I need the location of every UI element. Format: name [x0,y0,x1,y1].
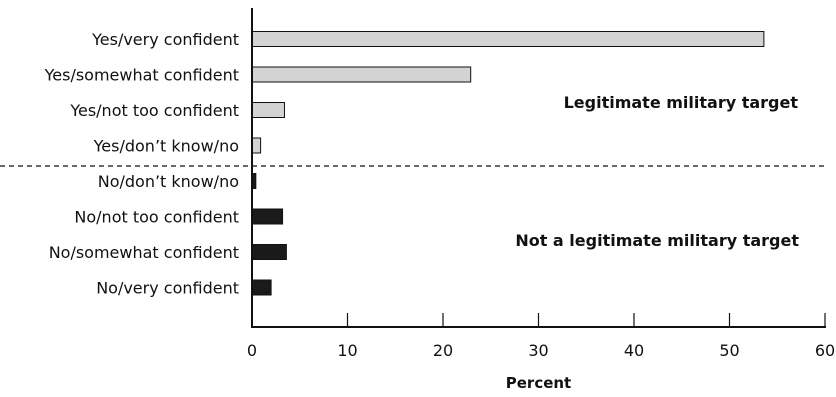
category-label-5: No/not too confident [74,208,239,227]
bar-5 [251,208,284,225]
category-label-4: No/don’t know/no [98,172,239,191]
category-labels: Yes/very confident Yes/somewhat confident… [44,30,239,298]
bar-7 [251,279,272,296]
category-label-0: Yes/very confident [91,30,239,49]
category-label-3: Yes/don’t know/no [93,137,239,156]
bar-6 [251,244,287,260]
category-label-1: Yes/somewhat confident [44,66,239,85]
bar-3 [251,137,262,154]
x-tick-label-4: 40 [624,341,644,360]
category-label-2: Yes/not too confident [69,101,239,120]
bar-0 [251,31,765,47]
x-axis-title: Percent [506,374,571,392]
x-tick-label-2: 20 [433,341,453,360]
x-tick-label-1: 10 [337,341,357,360]
x-tick-label-6: 60 [815,341,835,360]
bar-1 [251,66,472,83]
x-tick-label-0: 0 [247,341,257,360]
category-label-7: No/very confident [96,279,239,298]
x-tick-label-5: 50 [719,341,739,360]
x-axis-ticks: 0 10 20 30 40 50 60 [247,313,835,360]
annotation-not-legitimate: Not a legitimate military target [515,231,799,250]
bar-2 [251,102,285,118]
bars-group [251,31,765,296]
annotation-legitimate: Legitimate military target [564,93,799,112]
category-label-6: No/somewhat confident [49,243,239,262]
x-tick-label-3: 30 [528,341,548,360]
